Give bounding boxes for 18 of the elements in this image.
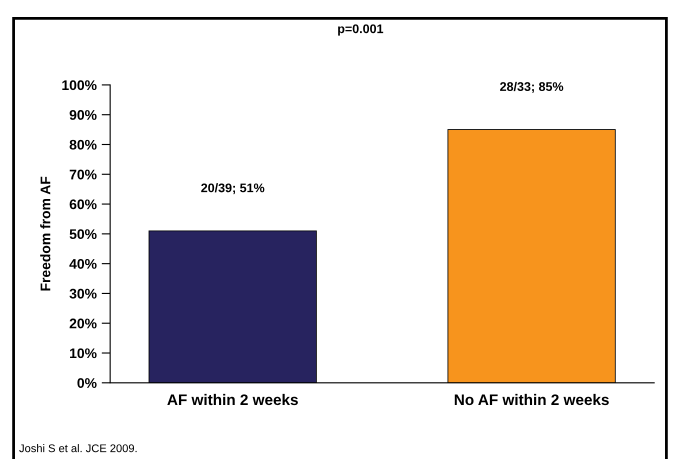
y-tick-label: 80% [70, 140, 97, 150]
y-tick-label: 70% [70, 170, 97, 180]
y-tick-label: 100% [62, 80, 97, 90]
y-tick-label: 10% [70, 348, 97, 358]
data-label: 28/33; 85% [500, 82, 564, 93]
text: Joshi S et al. JCE 2009. [19, 444, 137, 452]
data-label: 20/39; 51% [201, 183, 264, 194]
y-tick-label: 0% [77, 378, 97, 388]
y-axis-title: Freedom from AF [40, 176, 50, 291]
x-tick-label: No AF within 2 weeks [454, 394, 609, 406]
y-tick-label: 30% [69, 288, 97, 299]
y-tick-label: 50% [70, 229, 97, 240]
text: p=0.001 [338, 24, 384, 36]
y-tick-label: 90% [70, 110, 97, 120]
x-tick-label: AF within 2 weeks [167, 394, 298, 406]
y-tick-label: 20% [70, 318, 97, 328]
y-tick-label: 60% [70, 199, 97, 210]
y-tick-label: 40% [69, 258, 97, 269]
